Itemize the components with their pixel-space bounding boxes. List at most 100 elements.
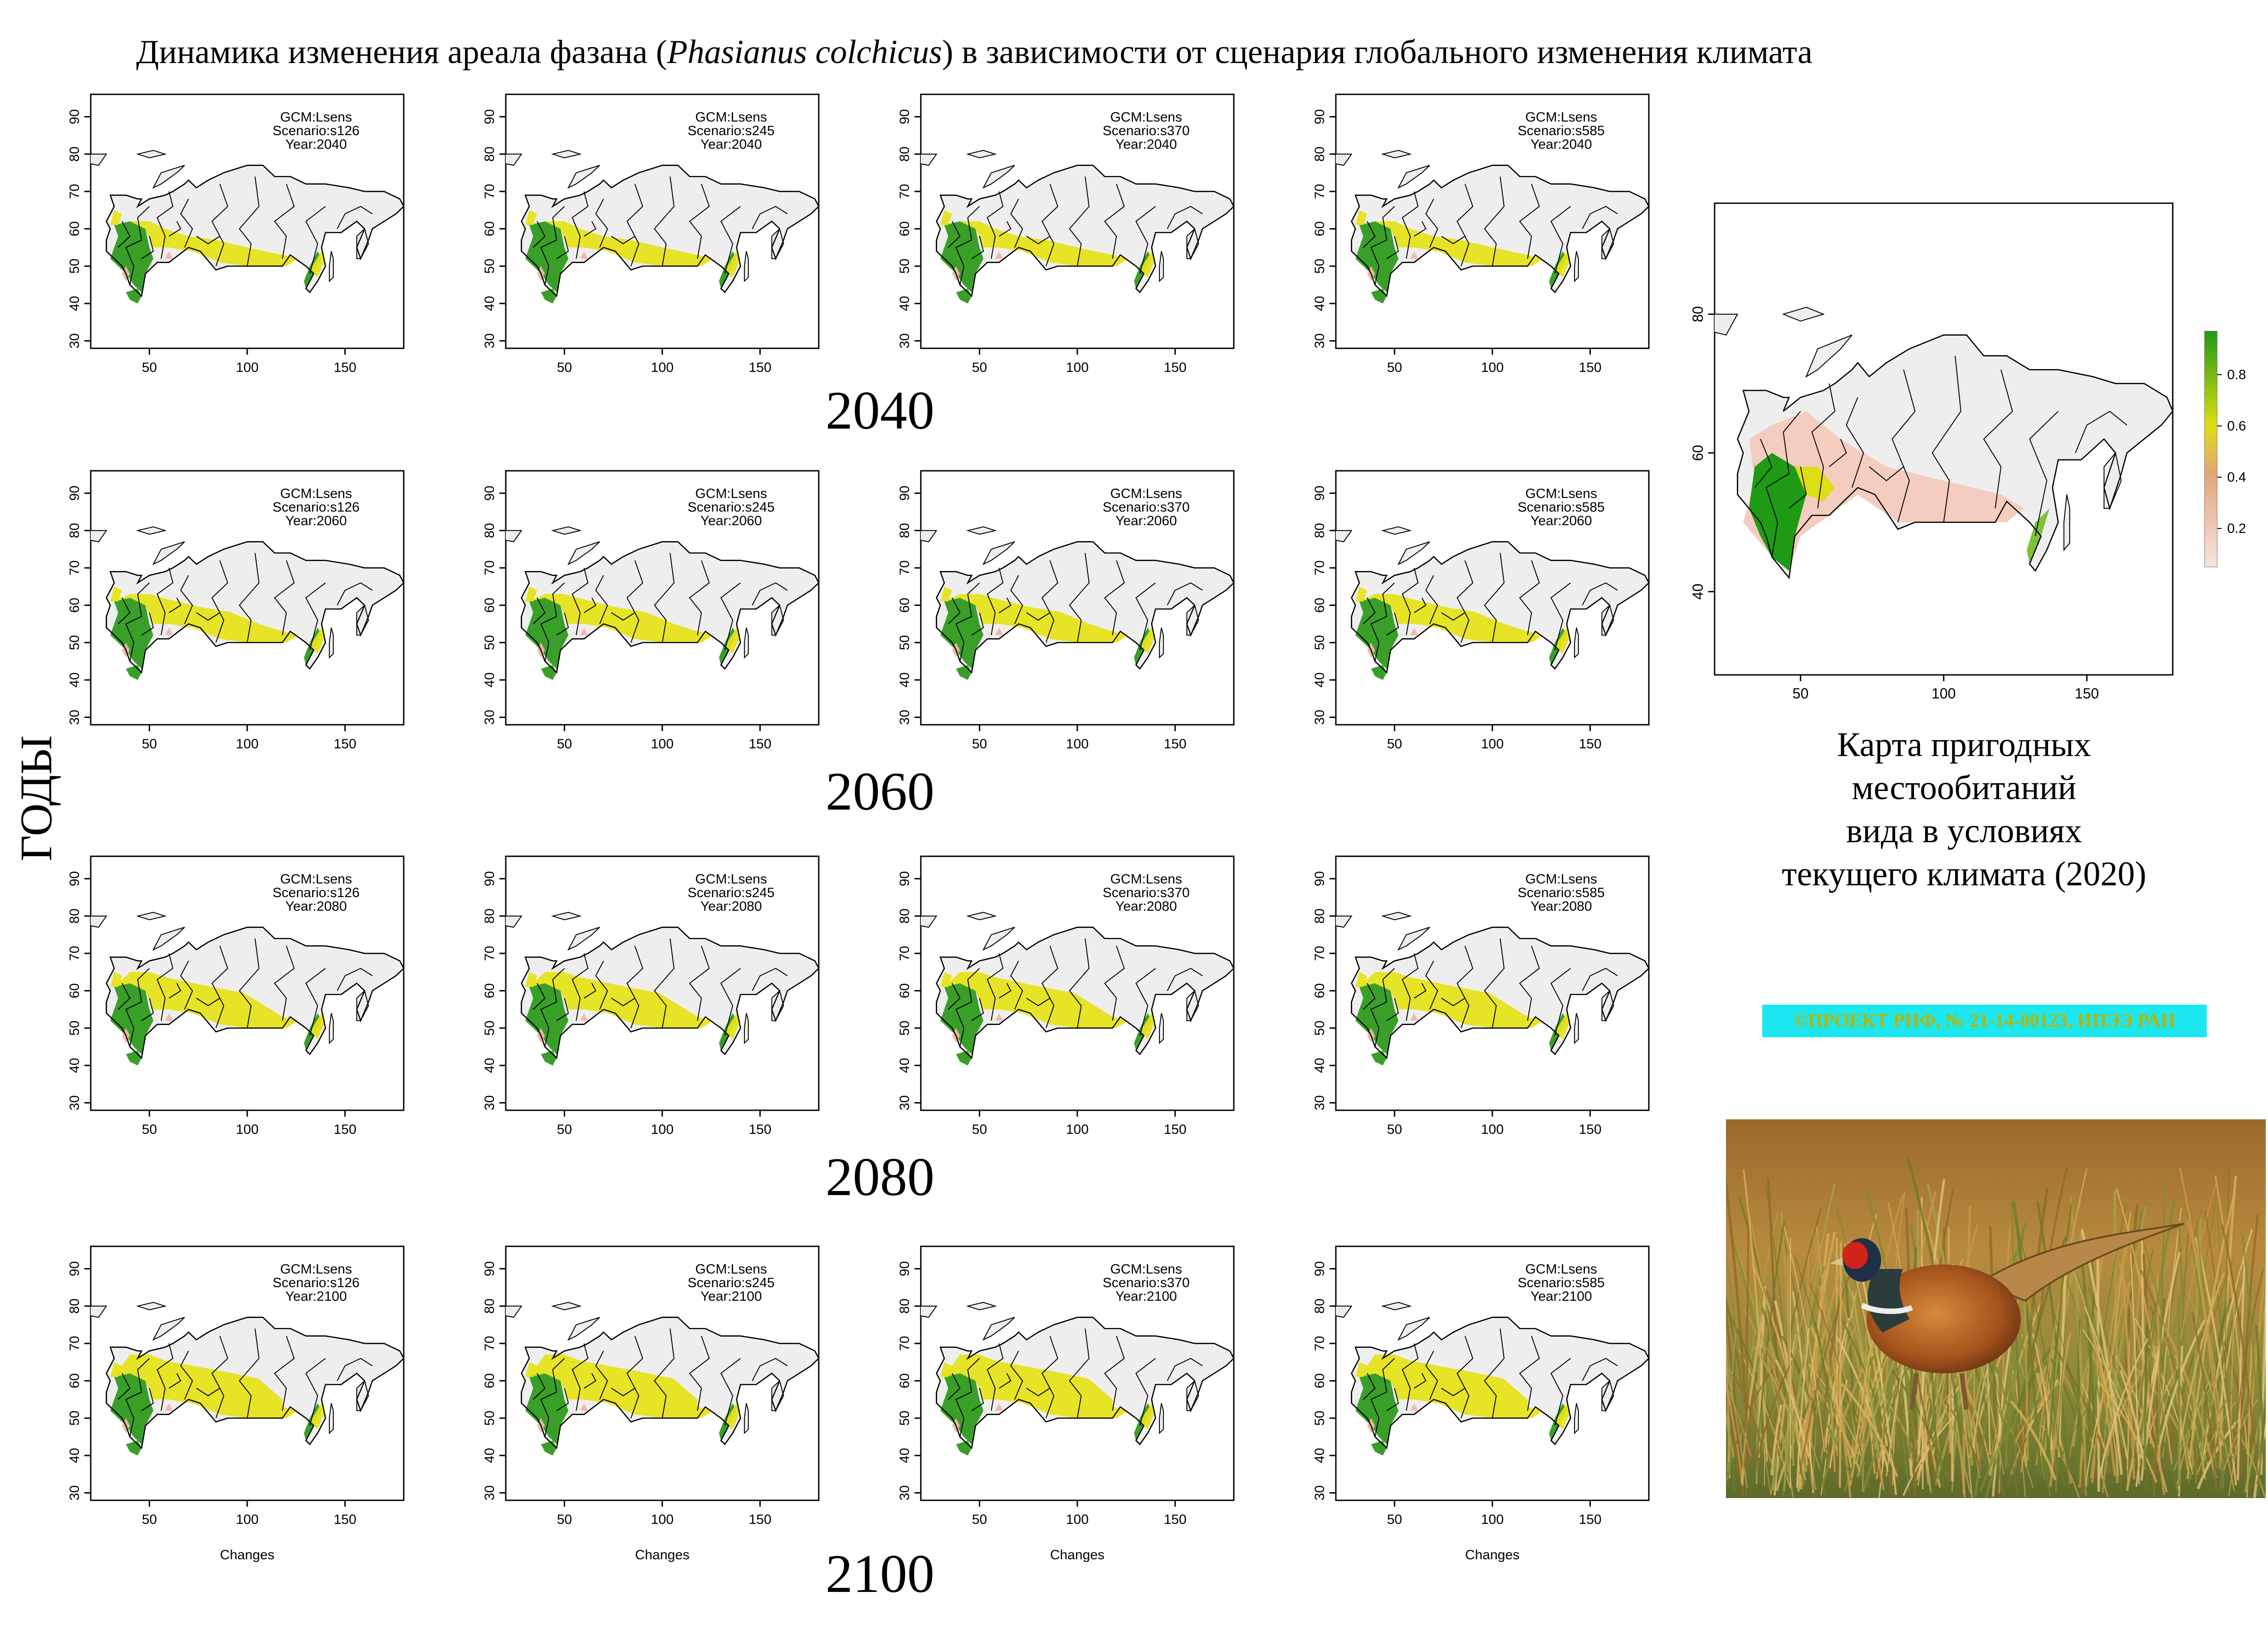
region-border xyxy=(1104,184,1125,259)
region-border xyxy=(1041,560,1059,643)
panel-label: Year:2040 xyxy=(700,137,762,152)
region-border xyxy=(540,1358,565,1437)
region-border xyxy=(1386,236,1399,259)
range-zone xyxy=(165,1403,173,1411)
year-label-2040: 2040 xyxy=(826,380,934,440)
panel-label: Year:2100 xyxy=(285,1289,347,1304)
legend-tick-label: 0.2 xyxy=(2227,521,2246,536)
range-zone xyxy=(310,627,326,654)
panel-label: Scenario:s370 xyxy=(1103,500,1190,515)
x-tick-label: 100 xyxy=(651,1122,674,1137)
region-border xyxy=(117,983,131,1010)
panel-label: Year:2040 xyxy=(1115,137,1177,152)
region-border xyxy=(689,184,710,259)
island-polygon xyxy=(966,526,997,535)
panel-label: GCM:Lsens xyxy=(1525,872,1597,887)
region-border xyxy=(1041,1336,1059,1419)
region-border xyxy=(1010,961,1023,1010)
island-polygon xyxy=(771,228,784,259)
grass-blade xyxy=(1938,1376,1987,1466)
region-border xyxy=(987,1343,1004,1411)
x-tick-label: 50 xyxy=(1387,1512,1402,1527)
island-polygon xyxy=(567,1317,600,1341)
x-tick-label: 50 xyxy=(142,737,157,752)
map-panel-2040-s245: 50 100 150 30 40 50 60 70 80 90 GCM:Lsens Scenario:… xyxy=(469,91,823,381)
island-polygon xyxy=(966,912,997,921)
region-border xyxy=(971,1388,984,1411)
y-tick-label: 60 xyxy=(1690,445,1706,461)
region-border xyxy=(752,1357,788,1381)
region-border xyxy=(1846,397,1864,488)
region-border xyxy=(1582,967,1618,991)
grass-blade xyxy=(2084,1307,2129,1461)
range-zone xyxy=(944,1354,1129,1418)
region-border xyxy=(2075,410,2127,453)
panel-label: Scenario:s585 xyxy=(1518,1275,1605,1290)
island-polygon xyxy=(329,1013,334,1045)
y-tick-label: 90 xyxy=(897,109,912,124)
region-border xyxy=(533,221,546,248)
region-border xyxy=(583,597,596,613)
y-tick-label: 60 xyxy=(67,1373,82,1388)
x-tick-label: 100 xyxy=(1066,737,1089,752)
grass-blade xyxy=(1753,1346,1806,1458)
grass-blade xyxy=(1766,1347,1821,1471)
region-border xyxy=(1069,553,1090,643)
range-zone xyxy=(165,251,173,259)
grass-blade xyxy=(2196,1401,2237,1475)
y-tick-label: 30 xyxy=(897,1095,912,1110)
island-polygon xyxy=(1601,604,1614,636)
region-border xyxy=(1425,199,1438,248)
region-border xyxy=(556,998,569,1021)
island-polygon xyxy=(506,153,523,166)
region-border xyxy=(1135,582,1156,650)
range-zone xyxy=(110,221,153,293)
y-tick-label: 60 xyxy=(67,598,82,613)
island-polygon xyxy=(1381,912,1412,921)
map-panel-2040-s126: 50 100 150 30 40 50 60 70 80 90 GCM:Lsens Scenario:… xyxy=(54,91,408,381)
island-polygon xyxy=(1574,1403,1579,1435)
region-border xyxy=(1441,998,1466,1006)
range-zone xyxy=(110,1362,122,1377)
y-tick-label: 30 xyxy=(67,710,82,725)
island-polygon xyxy=(1381,150,1412,159)
island-polygon xyxy=(1574,1013,1579,1045)
y-tick-label: 60 xyxy=(897,598,912,613)
x-tick-label: 150 xyxy=(334,360,357,375)
y-tick-label: 30 xyxy=(897,1485,912,1500)
panel-label: Scenario:s585 xyxy=(1518,885,1605,900)
region-border xyxy=(1010,575,1023,624)
region-border xyxy=(1104,560,1125,635)
map-svg: 50 100 150 30 40 50 60 70 80 90 GCM:LsensScenario:… xyxy=(67,1245,405,1562)
region-border xyxy=(196,998,220,1006)
island-polygon xyxy=(91,1305,108,1318)
range-zone xyxy=(580,251,588,259)
region-border xyxy=(1457,946,1474,1029)
island-polygon xyxy=(744,1403,749,1435)
y-tick-label: 50 xyxy=(67,1020,82,1035)
grass-blade xyxy=(2140,1270,2199,1467)
region-border xyxy=(595,1351,608,1400)
island-polygon xyxy=(1397,541,1430,566)
region-border xyxy=(196,612,220,621)
panel-label: GCM:Lsens xyxy=(1110,872,1182,887)
y-tick-label: 70 xyxy=(67,560,82,575)
y-tick-label: 30 xyxy=(67,333,82,348)
suitability-low xyxy=(1743,411,2024,571)
range-zone xyxy=(940,972,952,987)
island-polygon xyxy=(551,150,582,159)
region-border xyxy=(1869,466,1904,482)
grass-blade xyxy=(2186,1196,2235,1479)
region-border xyxy=(1135,206,1156,274)
panel-label: Year:2100 xyxy=(700,1289,762,1304)
y-tick-label: 40 xyxy=(897,672,912,687)
panel-label: Year:2100 xyxy=(1115,1289,1177,1304)
x-tick-label: 50 xyxy=(142,360,157,375)
grass-blade xyxy=(2201,1391,2204,1471)
region-border xyxy=(689,560,710,635)
panel-label: Year:2060 xyxy=(700,513,762,528)
island-polygon xyxy=(744,1013,749,1045)
island-polygon xyxy=(1159,1013,1164,1045)
island-polygon xyxy=(1574,251,1579,283)
